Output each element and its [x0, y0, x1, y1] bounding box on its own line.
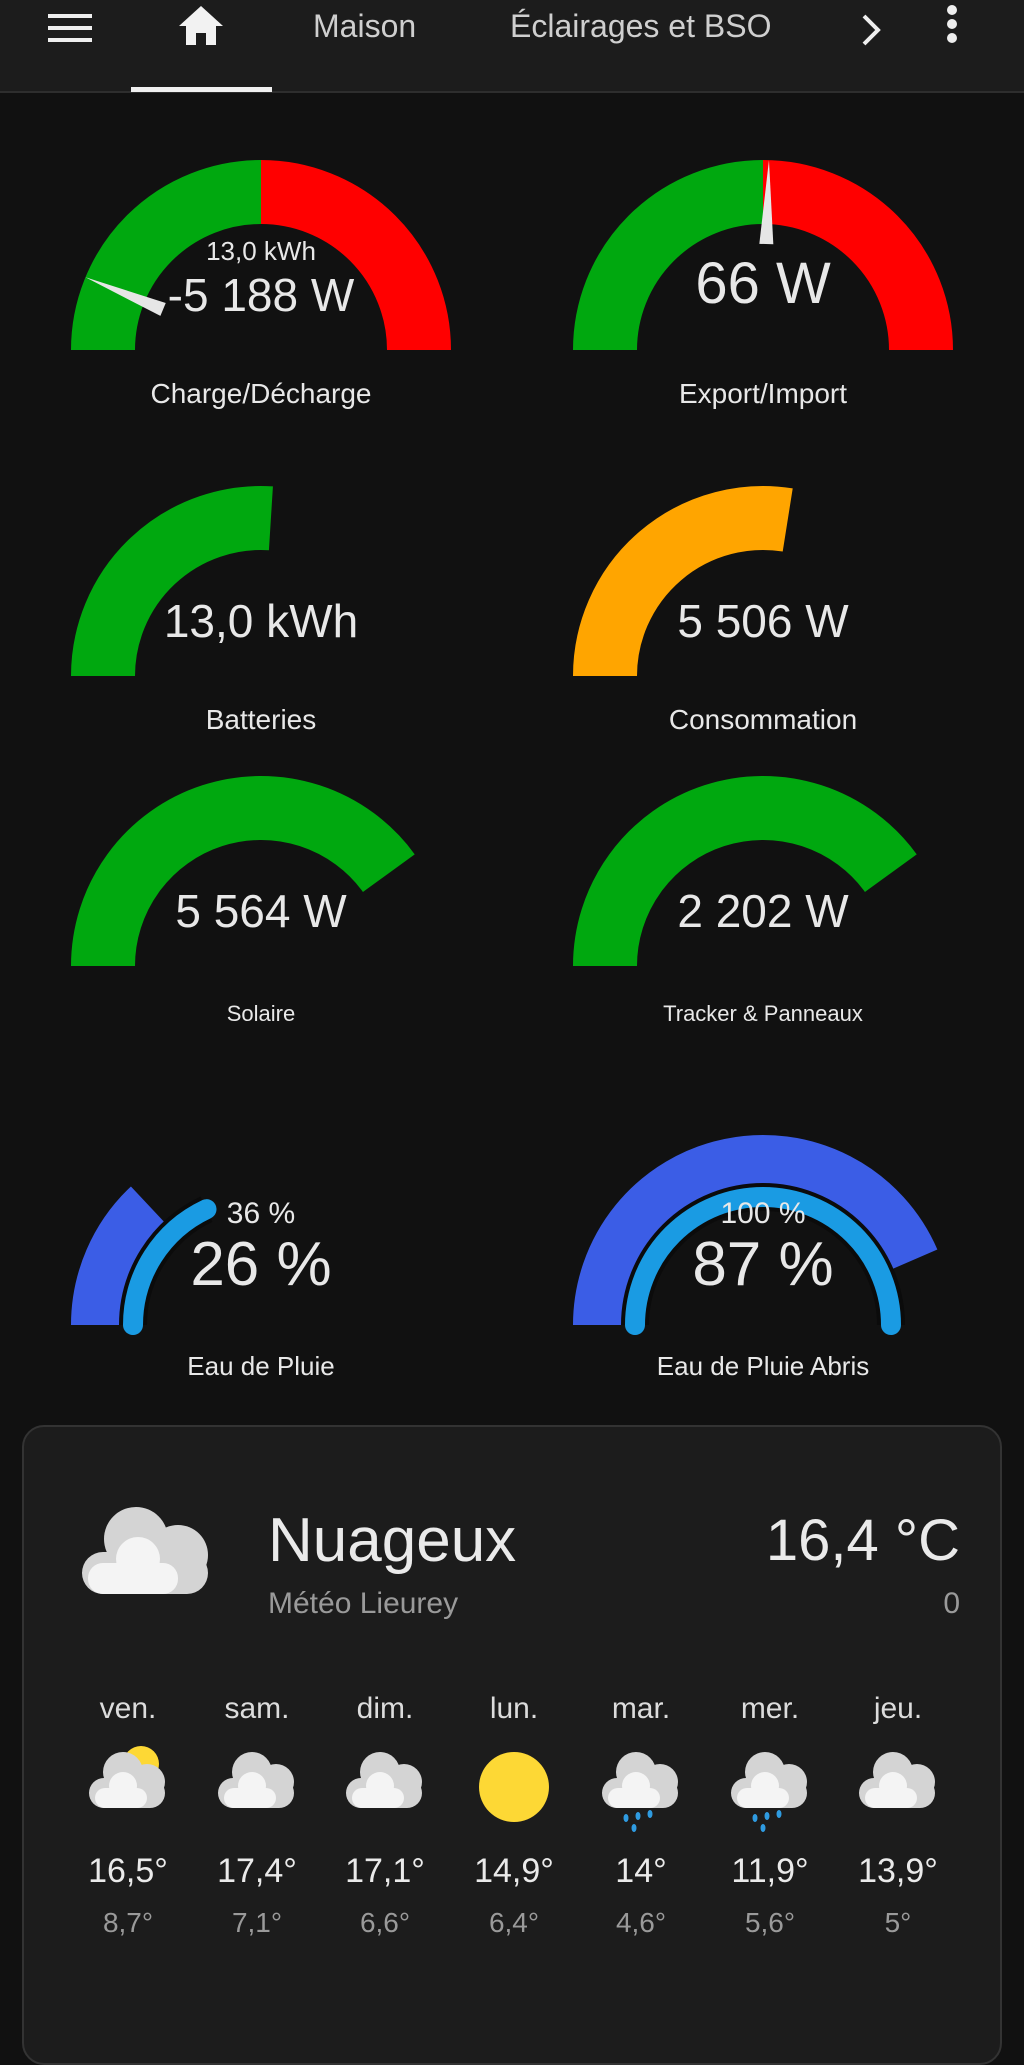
top-app-bar: Maison Éclairages et BSO: [0, 0, 1024, 93]
gauge-inner-arc: [625, 1187, 901, 1335]
cloudy-icon: [834, 1732, 962, 1842]
gauge-needle: [759, 160, 774, 245]
forecast-day: dim. 17,1° 6,6°: [321, 1692, 449, 1939]
weather-location: Météo Lieurey: [268, 1587, 459, 1620]
gauge-label: Solaire: [226, 1001, 296, 1026]
forecast-low: 8,7°: [102, 1907, 154, 1938]
forecast-day-label: sam.: [224, 1692, 290, 1725]
gauge-eau-de-pluie-abris[interactable]: 100 % 87 % Eau de Pluie Abris: [563, 1125, 963, 1425]
forecast-high: 11,9°: [731, 1852, 809, 1890]
gauge-label: Consommation: [668, 704, 858, 735]
weather-card[interactable]: Nuageux Météo Lieurey 16,4 °C 0 ven. 16,…: [22, 1425, 1002, 2065]
forecast-day-label: dim.: [356, 1692, 414, 1725]
cloudy-icon: [78, 1497, 213, 1602]
forecast-low: 7,1°: [231, 1907, 283, 1938]
gauge-secondary-value: 13,0 kWh: [206, 236, 316, 266]
gauge-inner-arc: [123, 1199, 217, 1335]
forecast-day-label: mer.: [740, 1692, 800, 1725]
forecast-high: 14°: [615, 1852, 667, 1890]
rainy-icon: [706, 1732, 834, 1842]
weather-secondary-value: 0: [943, 1587, 960, 1620]
gauge-export-import[interactable]: 66 W Export/Import: [563, 150, 963, 450]
forecast-high: 13,9°: [858, 1852, 938, 1890]
gauge-tracker-panneaux[interactable]: 2 202 W Tracker & Panneaux: [563, 766, 963, 1066]
gauge-label: Eau de Pluie Abris: [656, 1351, 870, 1381]
gauge-fill-arc: [573, 776, 917, 967]
gauge-eau-de-pluie[interactable]: 36 % 26 % Eau de Pluie: [61, 1125, 461, 1425]
gauge-green-segment: [573, 160, 764, 351]
sunny-icon: [450, 1732, 578, 1842]
forecast-day: sam. 17,4° 7,1°: [193, 1692, 321, 1939]
gauge-charge-d-charge[interactable]: 13,0 kWh -5 188 W Charge/Décharge: [61, 150, 461, 450]
chevron-right-icon[interactable]: [856, 12, 886, 53]
tab-maison[interactable]: Maison: [313, 8, 417, 44]
gauge-value: 13,0 kWh: [163, 595, 359, 647]
gauge-value: -5 188 W: [167, 269, 355, 321]
forecast-low: 5,6°: [744, 1907, 796, 1938]
forecast-high: 14,9°: [474, 1852, 554, 1890]
cloudy-icon: [321, 1732, 449, 1842]
forecast-day: mar. 14° 4,6°: [577, 1692, 705, 1939]
tab-eclairages-bso[interactable]: Éclairages et BSO: [510, 8, 772, 44]
forecast-low: 6,6°: [359, 1907, 411, 1938]
forecast-day: mer. 11,9° 5,6°: [706, 1692, 834, 1939]
forecast-day-label: lun.: [489, 1692, 539, 1725]
current-temperature: 16,4 °C: [765, 1508, 960, 1573]
gauge-outer-arc: [71, 1186, 166, 1326]
gauge-needle: [85, 277, 166, 316]
gauge-value: 2 202 W: [677, 885, 849, 937]
gauge-red-segment: [260, 160, 451, 351]
gauge-label: Export/Import: [678, 378, 848, 409]
gauge-consommation[interactable]: 5 506 W Consommation: [563, 476, 963, 776]
gauge-solaire[interactable]: 5 564 W Solaire: [61, 766, 461, 1066]
forecast-low: 5°: [884, 1907, 912, 1938]
gauge-green-segment: [71, 160, 262, 351]
gauge-label: Batteries: [205, 704, 317, 735]
forecast-day: ven. 16,5° 8,7°: [64, 1692, 192, 1939]
gauge-red-segment: [762, 160, 953, 351]
forecast-day-label: ven.: [99, 1692, 157, 1725]
gauge-label: Tracker & Panneaux: [663, 1001, 863, 1026]
gauge-value: 5 564 W: [175, 885, 347, 937]
forecast-high: 17,4°: [217, 1852, 297, 1890]
forecast-high: 17,1°: [345, 1852, 425, 1890]
cloudy-icon: [193, 1732, 321, 1842]
gauge-value: 26 %: [190, 1230, 332, 1299]
gauge-fill-arc: [71, 486, 273, 677]
forecast-high: 16,5°: [88, 1852, 168, 1890]
gauge-value: 87 %: [692, 1230, 834, 1299]
forecast-day: jeu. 13,9° 5°: [834, 1692, 962, 1939]
active-tab-indicator: [131, 87, 272, 92]
more-vertical-icon[interactable]: [942, 2, 962, 53]
forecast-day-label: jeu.: [873, 1692, 923, 1725]
forecast-day: lun. 14,9° 6,4°: [450, 1692, 578, 1939]
weather-condition: Nuageux: [268, 1506, 517, 1575]
partly-cloudy-icon: [64, 1732, 192, 1842]
menu-icon[interactable]: [46, 10, 94, 51]
rainy-icon: [577, 1732, 705, 1842]
gauge-outer-arc: [573, 1135, 938, 1326]
forecast-low: 6,4°: [488, 1907, 540, 1938]
forecast-low: 4,6°: [615, 1907, 667, 1938]
home-icon[interactable]: [176, 2, 226, 53]
gauge-secondary-value: 100 %: [720, 1197, 806, 1230]
gauge-secondary-value: 36 %: [226, 1197, 296, 1230]
forecast-day-label: mar.: [611, 1692, 671, 1725]
gauge-fill-arc: [71, 776, 415, 967]
gauge-label: Charge/Décharge: [150, 378, 372, 409]
gauge-label: Eau de Pluie: [187, 1351, 335, 1381]
gauge-value: 5 506 W: [677, 595, 849, 647]
gauge-value: 66 W: [695, 251, 831, 316]
gauge-fill-arc: [573, 486, 793, 677]
gauge-batteries[interactable]: 13,0 kWh Batteries: [61, 476, 461, 776]
